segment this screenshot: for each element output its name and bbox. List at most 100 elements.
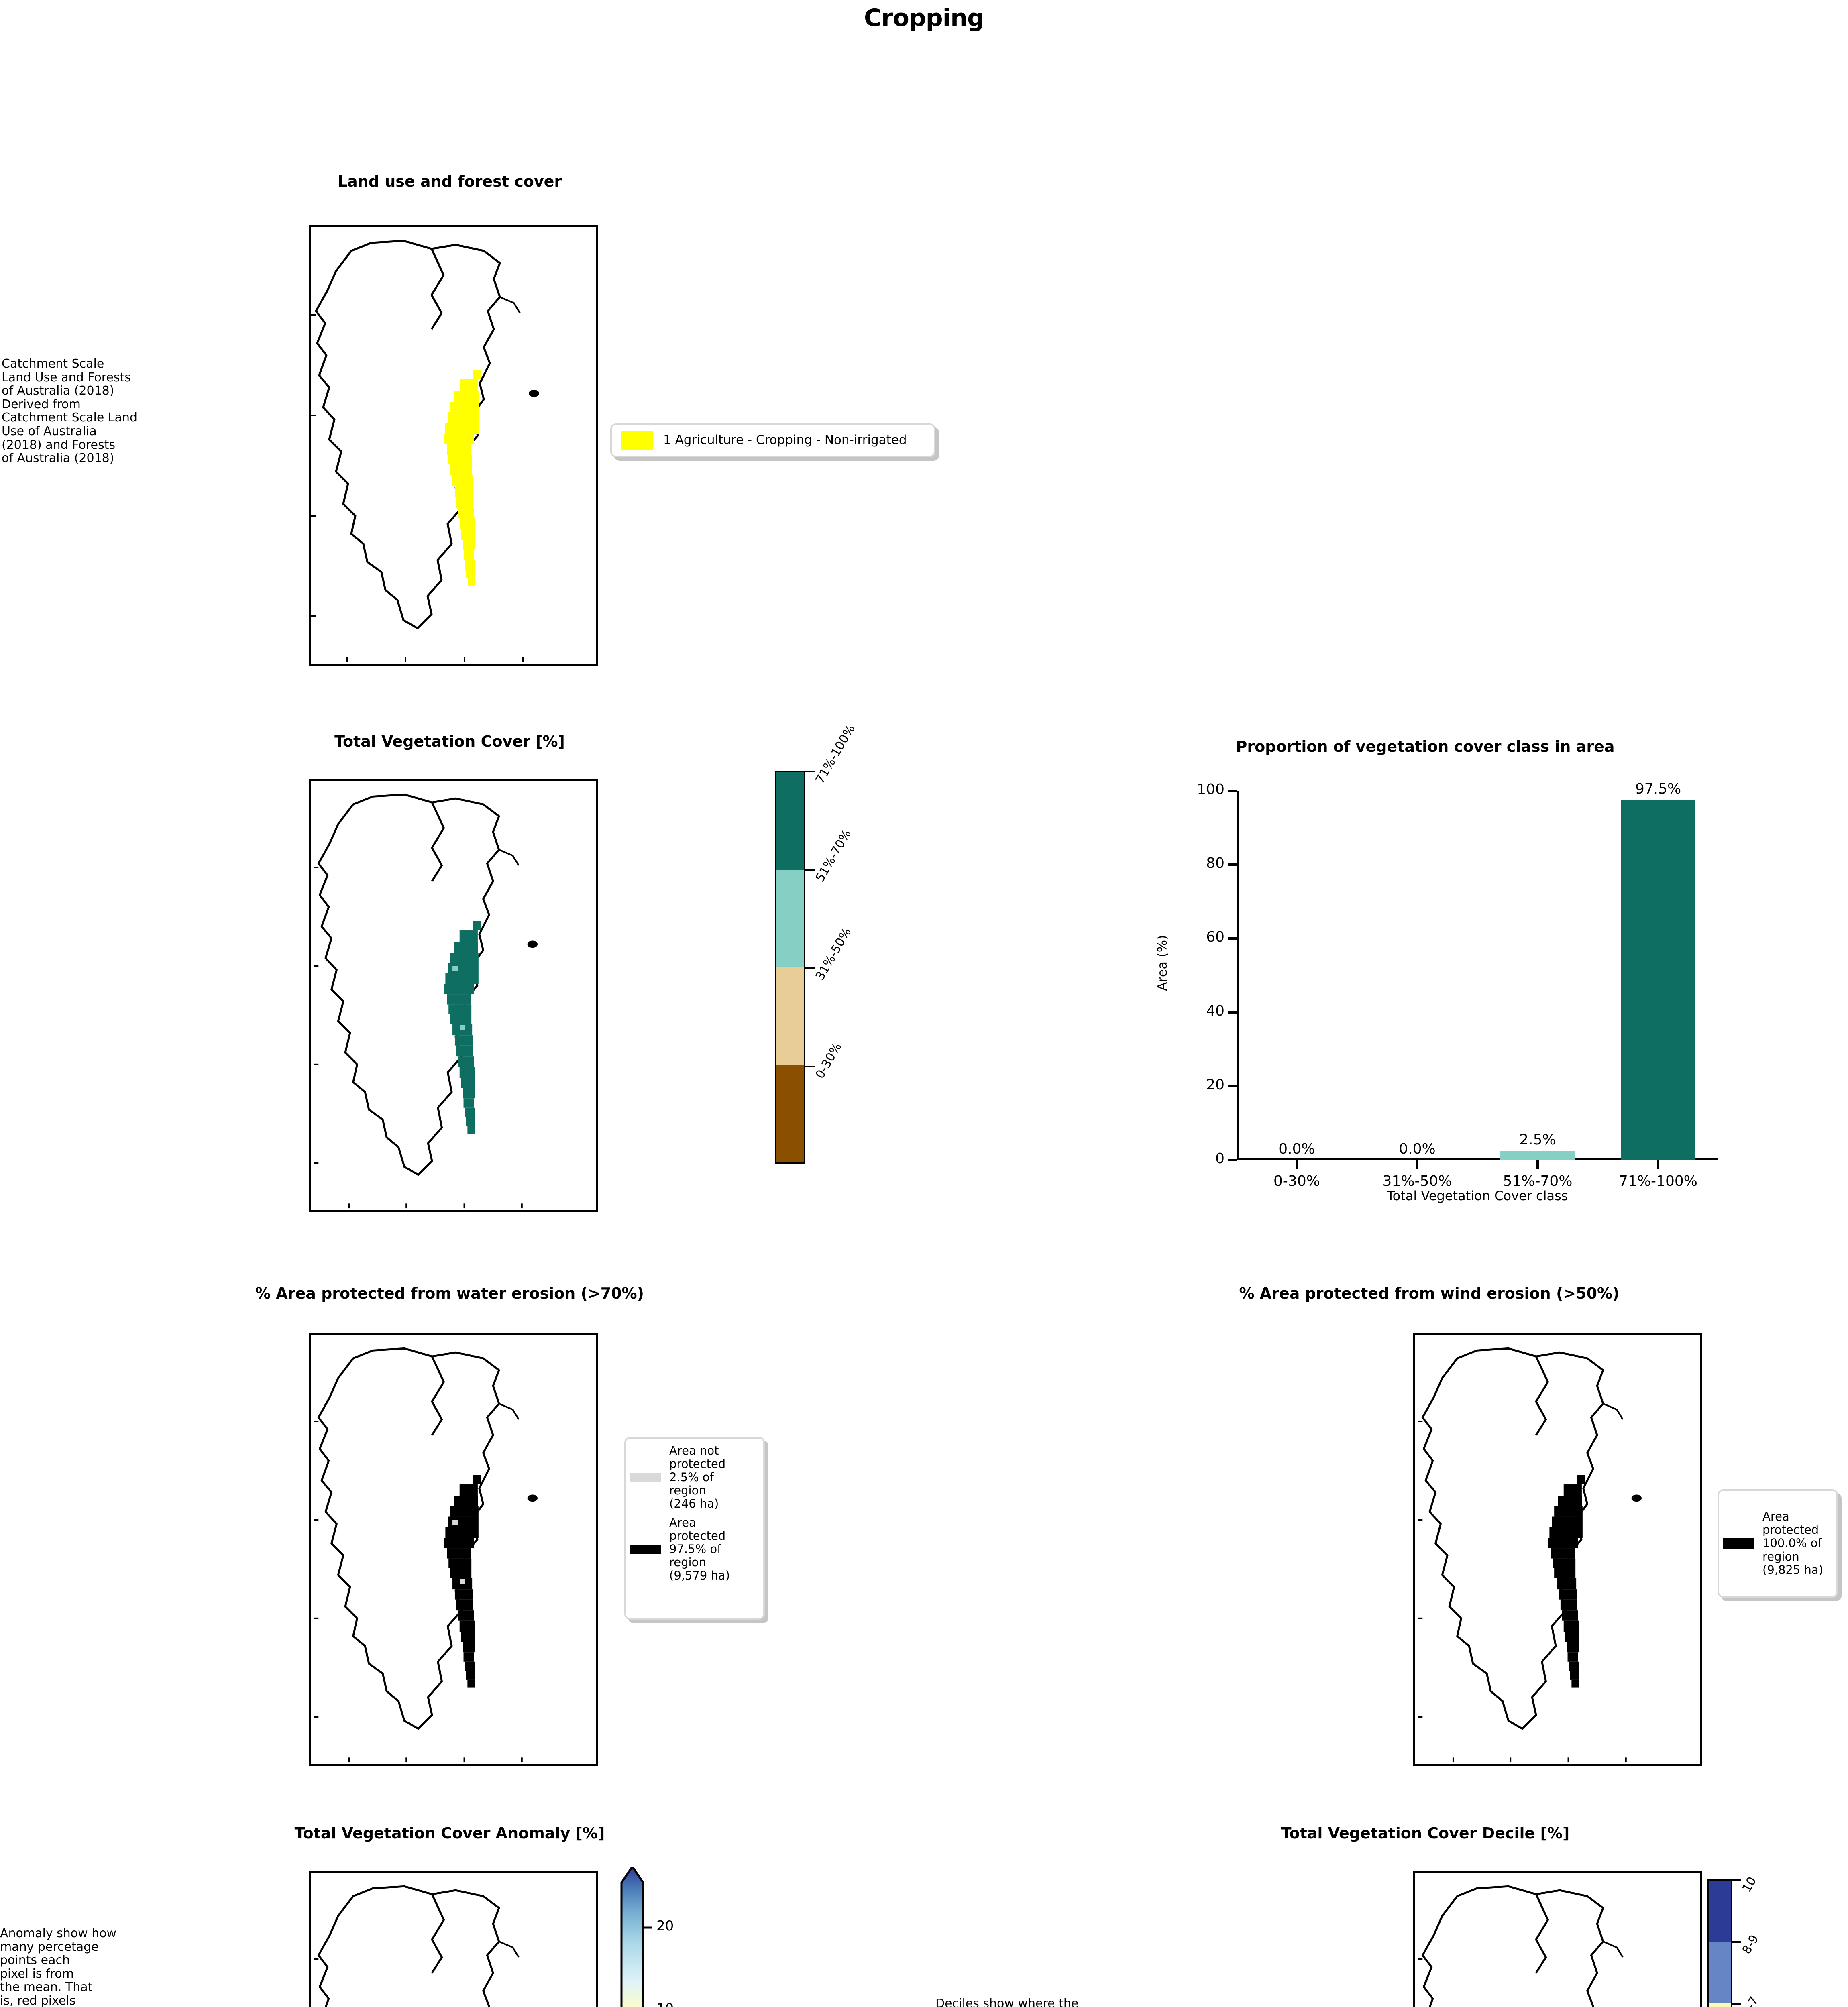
chart-y-tick-label: 60 [1206, 929, 1225, 945]
vegcover-panel-title: Total Vegetation Cover [%] [334, 733, 565, 750]
decile-map-svg [1418, 1885, 1624, 2007]
landuse-side-note: Catchment Scale Land Use and Forests of … [2, 357, 137, 466]
colorbar-segment-10 [1709, 1881, 1731, 1942]
chart-plot-area [1237, 791, 1718, 1160]
water-erosion-map[interactable] [309, 1333, 598, 1766]
chart-x-tick-mark [1416, 1160, 1418, 1169]
colorbar-segment-31-50 [776, 967, 804, 1065]
vegcover-colorbar[interactable] [775, 771, 805, 1164]
chart-x-tick-mark [1536, 1160, 1539, 1169]
protected-pixels [1548, 1475, 1585, 1688]
anomaly-colorbar[interactable]: 20 10 0 −10 [610, 1867, 731, 2007]
anomaly-side-note: Anomaly show how many percetage points e… [0, 1926, 117, 2007]
chart-x-axis-label: Total Vegetation Cover class [1387, 1188, 1568, 1203]
not-protected-pixels [452, 1520, 465, 1584]
colorbar-tick [805, 1066, 815, 1067]
legend-item[interactable]: Area protected 97.5% of region (9,579 ha… [630, 1516, 759, 1582]
chart-x-tick-label: 71%-100% [1619, 1173, 1697, 1189]
chart-bar-value-label: 2.5% [1519, 1132, 1556, 1148]
chart-bar-value-label: 0.0% [1399, 1141, 1436, 1157]
chart-bar-value-label: 0.0% [1278, 1141, 1315, 1157]
anomaly-map[interactable] [309, 1871, 598, 2007]
decile-colorbar[interactable] [1707, 1879, 1732, 2007]
colorbar-tick [1732, 1879, 1741, 1881]
chart-y-tick-label: 80 [1206, 855, 1225, 871]
legend-item[interactable]: Area protected 100.0% of region (9,825 h… [1723, 1496, 1832, 1590]
water-erosion-panel-title: % Area protected from water erosion (>70… [255, 1284, 644, 1302]
wind-erosion-map-svg [1418, 1347, 1642, 1763]
chart-y-tick-label: 20 [1206, 1077, 1225, 1093]
anomaly-map-svg [314, 1885, 520, 2007]
chart-y-axis-label: Area (%) [1155, 935, 1170, 991]
chart-y-tick-label: 40 [1206, 1003, 1225, 1019]
landuse-map-svg [311, 240, 539, 662]
colorbar-segment-51-70 [776, 870, 804, 967]
water-erosion-map-svg [314, 1347, 538, 1763]
chart-y-tick-mark [1228, 790, 1237, 792]
landuse-map[interactable] [309, 225, 598, 666]
legend-item-label: Area protected 100.0% of region (9,825 h… [1762, 1510, 1824, 1577]
legend-item-label: Area not protected 2.5% of region (246 h… [669, 1444, 726, 1511]
legend-item[interactable]: Area not protected 2.5% of region (246 h… [630, 1444, 759, 1510]
chart-x-tick-mark [1296, 1160, 1298, 1169]
chart-y-tick-mark [1228, 863, 1237, 866]
chart-bar[interactable] [1500, 1151, 1575, 1160]
colorbar-tick [805, 967, 815, 969]
colorbar-segment-4-7 [1709, 2003, 1731, 2007]
colorbar-tick [1732, 2003, 1741, 2005]
proportion-chart-title: Proportion of vegetation cover class in … [1236, 738, 1615, 755]
landuse-cropping-pixels [444, 370, 481, 586]
legend-color-swatch-protected [1723, 1538, 1754, 1549]
colorbar-label-0-30: 0-30% [813, 1040, 845, 1081]
landuse-panel-title: Land use and forest cover [337, 173, 562, 190]
chart-x-tick-label: 0-30% [1273, 1173, 1320, 1189]
proportion-bar-chart[interactable]: Area (%) Total Vegetation Cover class 0 2… [1144, 779, 1746, 1208]
page-title: Cropping [864, 4, 984, 32]
chart-y-tick-label: 0 [1215, 1150, 1225, 1167]
colorbar-tick [805, 771, 815, 772]
decile-panel-title: Total Vegetation Cover Decile [%] [1281, 1824, 1570, 1842]
anomaly-colorbar-svg [620, 1867, 652, 2007]
colorbar-label-71-100: 71%-100% [813, 722, 858, 786]
colorbar-tick [805, 869, 815, 871]
decile-colorbar-label-10: 10 [1739, 1874, 1760, 1895]
legend-color-swatch-cropping [621, 431, 653, 450]
chart-y-tick-mark [1228, 1159, 1237, 1161]
chart-y-tick-label: 100 [1197, 781, 1225, 798]
anomaly-colorbar-tick-10: 10 [656, 2001, 674, 2007]
colorbar-label-31-50: 31%-50% [813, 925, 854, 983]
chart-y-tick-mark [1228, 1011, 1237, 1014]
legend-color-swatch-protected [630, 1544, 661, 1554]
water-erosion-legend-box[interactable]: Area not protected 2.5% of region (246 h… [624, 1437, 765, 1620]
decile-colorbar-label-4-7: 4-7 [1739, 1994, 1762, 2007]
wind-erosion-map[interactable] [1413, 1333, 1702, 1766]
wind-erosion-panel-title: % Area protected from wind erosion (>50%… [1239, 1284, 1620, 1302]
chart-y-tick-mark [1228, 1085, 1237, 1087]
chart-bar-value-label: 97.5% [1635, 781, 1681, 797]
decile-colorbar-label-8-9: 8-9 [1739, 1932, 1762, 1957]
colorbar-segment-0-30 [776, 1065, 804, 1162]
legend-color-swatch-not-protected [630, 1472, 661, 1482]
chart-x-tick-label: 31%-50% [1382, 1173, 1452, 1189]
chart-y-tick-mark [1228, 937, 1237, 940]
vegcover-pixels [444, 921, 481, 1134]
legend-item-label: Area protected 97.5% of region (9,579 ha… [669, 1516, 730, 1583]
colorbar-segment-8-9 [1709, 1942, 1731, 2003]
colorbar-tick [1732, 1941, 1741, 1943]
wind-erosion-legend-box[interactable]: Area protected 100.0% of region (9,825 h… [1718, 1489, 1838, 1598]
anomaly-panel-title: Total Vegetation Cover Anomaly [%] [294, 1824, 605, 1842]
chart-x-tick-mark [1657, 1160, 1659, 1169]
colorbar-segment-71-100 [776, 772, 804, 870]
legend-item-label: 1 Agriculture - Cropping - Non-irrigated [663, 433, 907, 448]
anomaly-colorbar-tick-20: 20 [656, 1918, 674, 1934]
colorbar-label-51-70: 51%-70% [813, 827, 854, 885]
protected-pixels [444, 1475, 481, 1688]
legend-item[interactable]: 1 Agriculture - Cropping - Non-irrigated [612, 425, 934, 456]
vegcover-map-svg [314, 793, 538, 1209]
chart-x-tick-label: 51%-70% [1503, 1173, 1573, 1189]
decile-side-note: Deciles show where the pixel value lies … [935, 1997, 1079, 2007]
vegcover-map[interactable] [309, 779, 598, 1212]
chart-bar[interactable] [1621, 800, 1695, 1160]
decile-map[interactable] [1413, 1871, 1702, 2007]
landuse-legend-box[interactable]: 1 Agriculture - Cropping - Non-irrigated [610, 423, 935, 457]
